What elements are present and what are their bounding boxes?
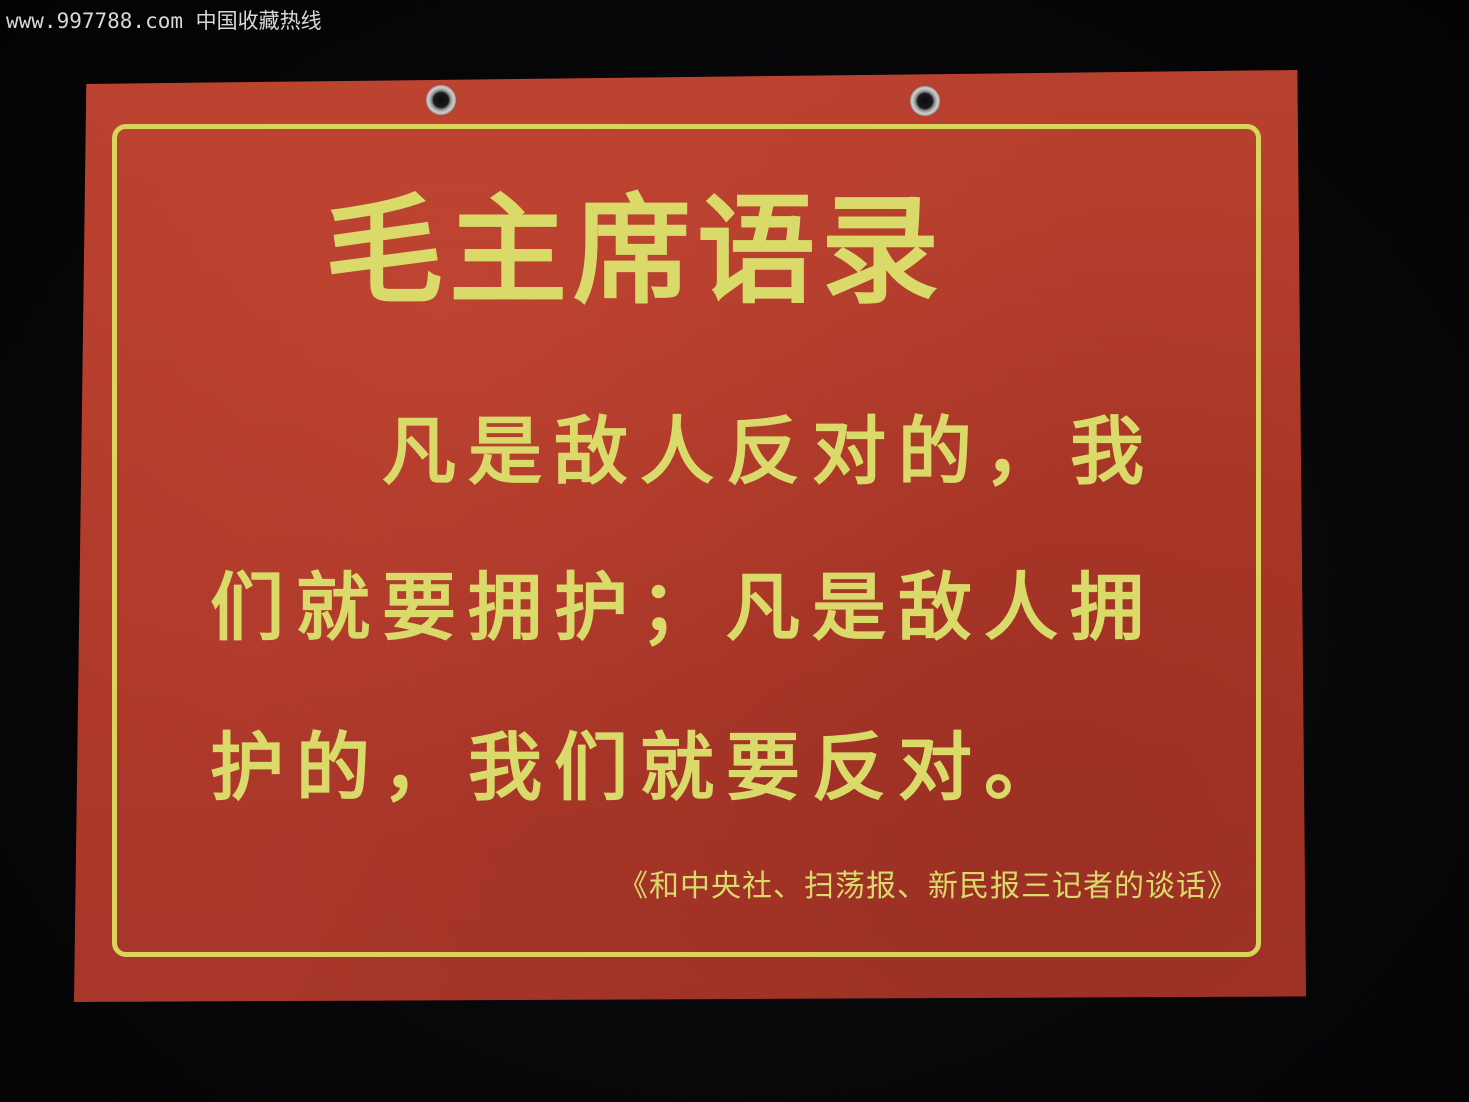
site-watermark: www.997788.com 中国收藏热线 — [6, 9, 322, 33]
quote-line-3: 护的，我们就要反对。 — [210, 725, 1070, 811]
grommet-left — [426, 85, 456, 115]
quote-line-2: 们就要拥护；凡是敌人拥 — [210, 565, 1156, 651]
grommet-right — [910, 86, 940, 116]
quote-source: 《和中央社、扫荡报、新民报三记者的谈话》 — [618, 869, 1238, 904]
yellow-border-frame — [112, 124, 1261, 957]
red-sign-board — [74, 70, 1306, 1002]
sign-title: 毛主席语录 — [325, 181, 946, 320]
quote-line-1: 凡是敌人反对的，我 — [382, 409, 1156, 495]
